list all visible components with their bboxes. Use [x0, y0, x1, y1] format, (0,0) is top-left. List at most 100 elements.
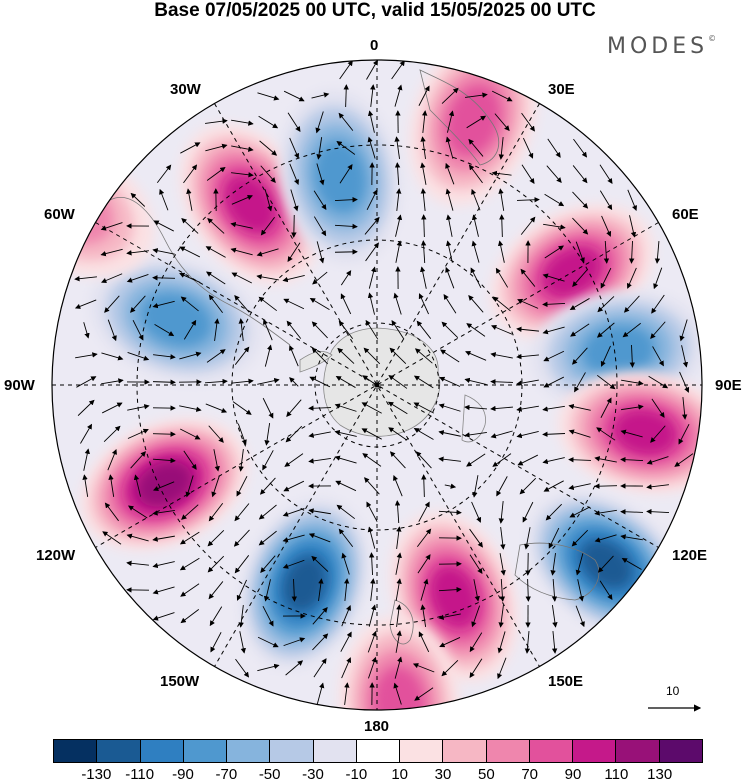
wind-vector: [336, 504, 356, 520]
wind-vector: [596, 374, 616, 390]
wind-vector: [282, 559, 305, 569]
colorbar-bin-13: [615, 740, 659, 762]
wind-vector: [152, 248, 175, 255]
wind-vector: [546, 165, 562, 184]
wind-vector: [153, 481, 175, 491]
wind-vector: [524, 631, 531, 654]
wind-vector: [308, 458, 331, 464]
wind-vector: [318, 578, 324, 601]
wind-vector: [339, 60, 353, 80]
colorbar-bin-1: [96, 740, 140, 762]
wind-vector: [126, 250, 149, 256]
south-pole-marker: [374, 382, 380, 388]
wind-vector: [364, 477, 380, 495]
wind-vector: [180, 428, 201, 440]
wind-vector: [622, 322, 641, 338]
wind-vector: [388, 427, 408, 441]
wind-vector: [517, 298, 539, 309]
wind-vector: [334, 249, 358, 255]
colorbar-bin-0: [54, 740, 97, 762]
wind-vector: [438, 403, 461, 412]
colorbar-bin-11: [528, 740, 573, 762]
wind-vector: [316, 241, 325, 264]
wind-vector: [422, 110, 428, 133]
wind-vector: [127, 351, 150, 361]
colorbar-tick-label: -10: [345, 766, 368, 783]
colorbar-tick-labels: -130 -110 -90 -70 -50 -30 -10 10 30 50 70 90 110 130: [53, 766, 703, 783]
wind-vector: [130, 295, 146, 313]
wind-vector: [494, 113, 510, 132]
wind-vector: [545, 503, 563, 521]
wind-vector: [599, 190, 613, 211]
wind-vector: [213, 449, 220, 472]
wind-vector: [548, 527, 560, 549]
wind-vector: [315, 111, 324, 134]
wind-vector: [394, 136, 400, 159]
wind-vector: [621, 404, 644, 411]
wind-vector: [445, 240, 453, 263]
wind-vector: [500, 527, 506, 550]
wind-vector: [152, 612, 175, 621]
wind-vector: [367, 630, 377, 653]
wind-vector: [82, 474, 89, 497]
wind-vector: [309, 297, 330, 310]
wind-vector: [648, 375, 669, 389]
wind-vector: [416, 320, 432, 339]
wind-vector: [577, 579, 585, 602]
wind-vector: [542, 301, 566, 308]
wind-vector: [681, 345, 689, 368]
wind-vector: [338, 112, 354, 131]
wind-vector: [498, 605, 504, 628]
wind-vector: [650, 425, 666, 443]
wind-vector: [678, 424, 690, 445]
wind-vector: [421, 214, 427, 238]
wind-vector: [626, 267, 637, 289]
wind-vector: [650, 321, 666, 339]
wind-vector: [282, 508, 305, 517]
wind-vector: [468, 164, 483, 184]
wind-vector: [628, 240, 635, 264]
wind-vector: [646, 484, 669, 490]
wind-vector: [569, 506, 591, 518]
wind-vector: [516, 405, 539, 412]
wind-vector: [499, 553, 506, 576]
wind-vector: [393, 292, 402, 315]
wind-vector: [152, 431, 176, 437]
wind-vector: [337, 347, 355, 364]
wind-vector: [517, 454, 539, 466]
wind-vector: [260, 216, 275, 236]
wind-vector: [340, 293, 352, 315]
wind-vector: [520, 268, 536, 287]
wind-vector: [497, 240, 505, 263]
wind-vector: [205, 403, 228, 413]
wind-vector: [547, 138, 561, 158]
wind-vector: [234, 295, 250, 313]
wind-vector: [207, 555, 225, 573]
wind-vector: [344, 682, 350, 705]
wind-vector: [396, 604, 402, 627]
wind-vector: [316, 163, 325, 186]
wind-vector: [285, 425, 303, 443]
wind-vector: [256, 248, 279, 257]
wind-vector: [395, 240, 402, 263]
wind-vector: [394, 84, 403, 107]
wind-vector: [335, 480, 357, 492]
wind-vector: [341, 605, 351, 627]
colorbar-bin-9: [442, 740, 486, 762]
wind-vector: [262, 606, 274, 627]
south-america-coastline: [109, 197, 291, 346]
wind-vector: [130, 192, 146, 207]
wind-vector: [290, 189, 299, 212]
wind-vector: [469, 658, 483, 679]
wind-vector: [257, 378, 280, 385]
wind-vector: [620, 534, 643, 541]
wind-vector: [362, 453, 382, 467]
wind-vector: [421, 474, 427, 498]
wind-vector: [679, 319, 688, 342]
latitude-circle-outer: [136, 144, 618, 626]
lon-label-90w: 90W: [4, 377, 35, 394]
wind-vector: [238, 449, 244, 472]
wind-vector: [185, 475, 194, 498]
wind-vector: [594, 456, 617, 463]
wind-vector: [490, 430, 513, 439]
